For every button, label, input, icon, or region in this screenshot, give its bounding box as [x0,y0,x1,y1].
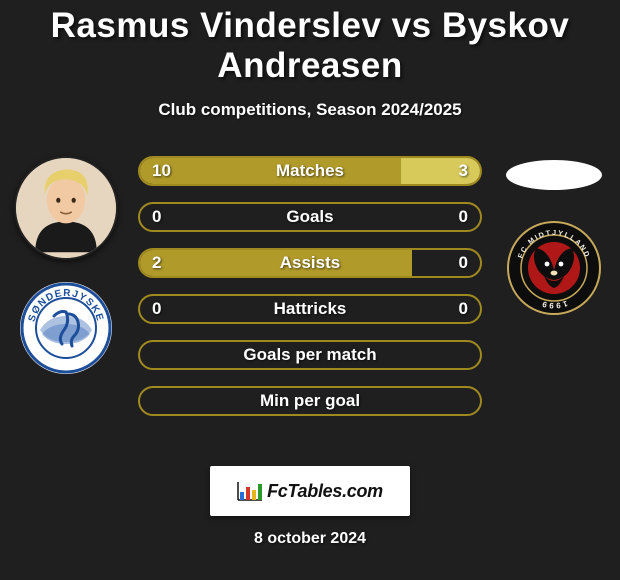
page-title: Rasmus Vinderslev vs Byskov Andreasen [0,6,620,86]
stat-frame [138,340,482,370]
stat-row: Matches103 [138,156,482,186]
footer-badge: FcTables.com [210,466,410,516]
stat-row: Min per goal [138,386,482,416]
stat-value-left: 10 [152,156,171,186]
subtitle: Club competitions, Season 2024/2025 [0,100,620,120]
fill-left [140,250,412,276]
stat-frame [138,294,482,324]
fill-right [401,158,480,184]
stat-row: Hattricks00 [138,294,482,324]
chart-icon [237,480,263,502]
comparison-card: Rasmus Vinderslev vs Byskov Andreasen Cl… [0,0,620,580]
left-club-logo: SØNDERJYSKE [18,280,114,376]
stat-frame [138,202,482,232]
right-column: FC MIDTJYLLAND 1999 [494,156,614,316]
left-column: SØNDERJYSKE [6,156,126,376]
footer-brand: FcTables.com [267,481,383,502]
fill-left [140,158,401,184]
stat-row: Assists20 [138,248,482,278]
stat-value-left: 0 [152,294,161,324]
left-player-avatar [14,156,118,260]
stat-row: Goals per match [138,340,482,370]
right-club-logo: FC MIDTJYLLAND 1999 [506,220,602,316]
stat-value-left: 2 [152,248,161,278]
stat-value-right: 0 [459,248,468,278]
stat-frame [138,156,482,186]
stat-bars: Matches103Goals00Assists20Hattricks00Goa… [138,156,482,432]
stat-frame [138,248,482,278]
stat-row: Goals00 [138,202,482,232]
stage: SØNDERJYSKE [0,156,620,456]
stat-value-right: 0 [459,294,468,324]
date: 8 october 2024 [0,530,620,548]
stat-value-left: 0 [152,202,161,232]
right-player-avatar [506,160,602,190]
stat-frame [138,386,482,416]
stat-value-right: 0 [459,202,468,232]
stat-value-right: 3 [459,156,468,186]
